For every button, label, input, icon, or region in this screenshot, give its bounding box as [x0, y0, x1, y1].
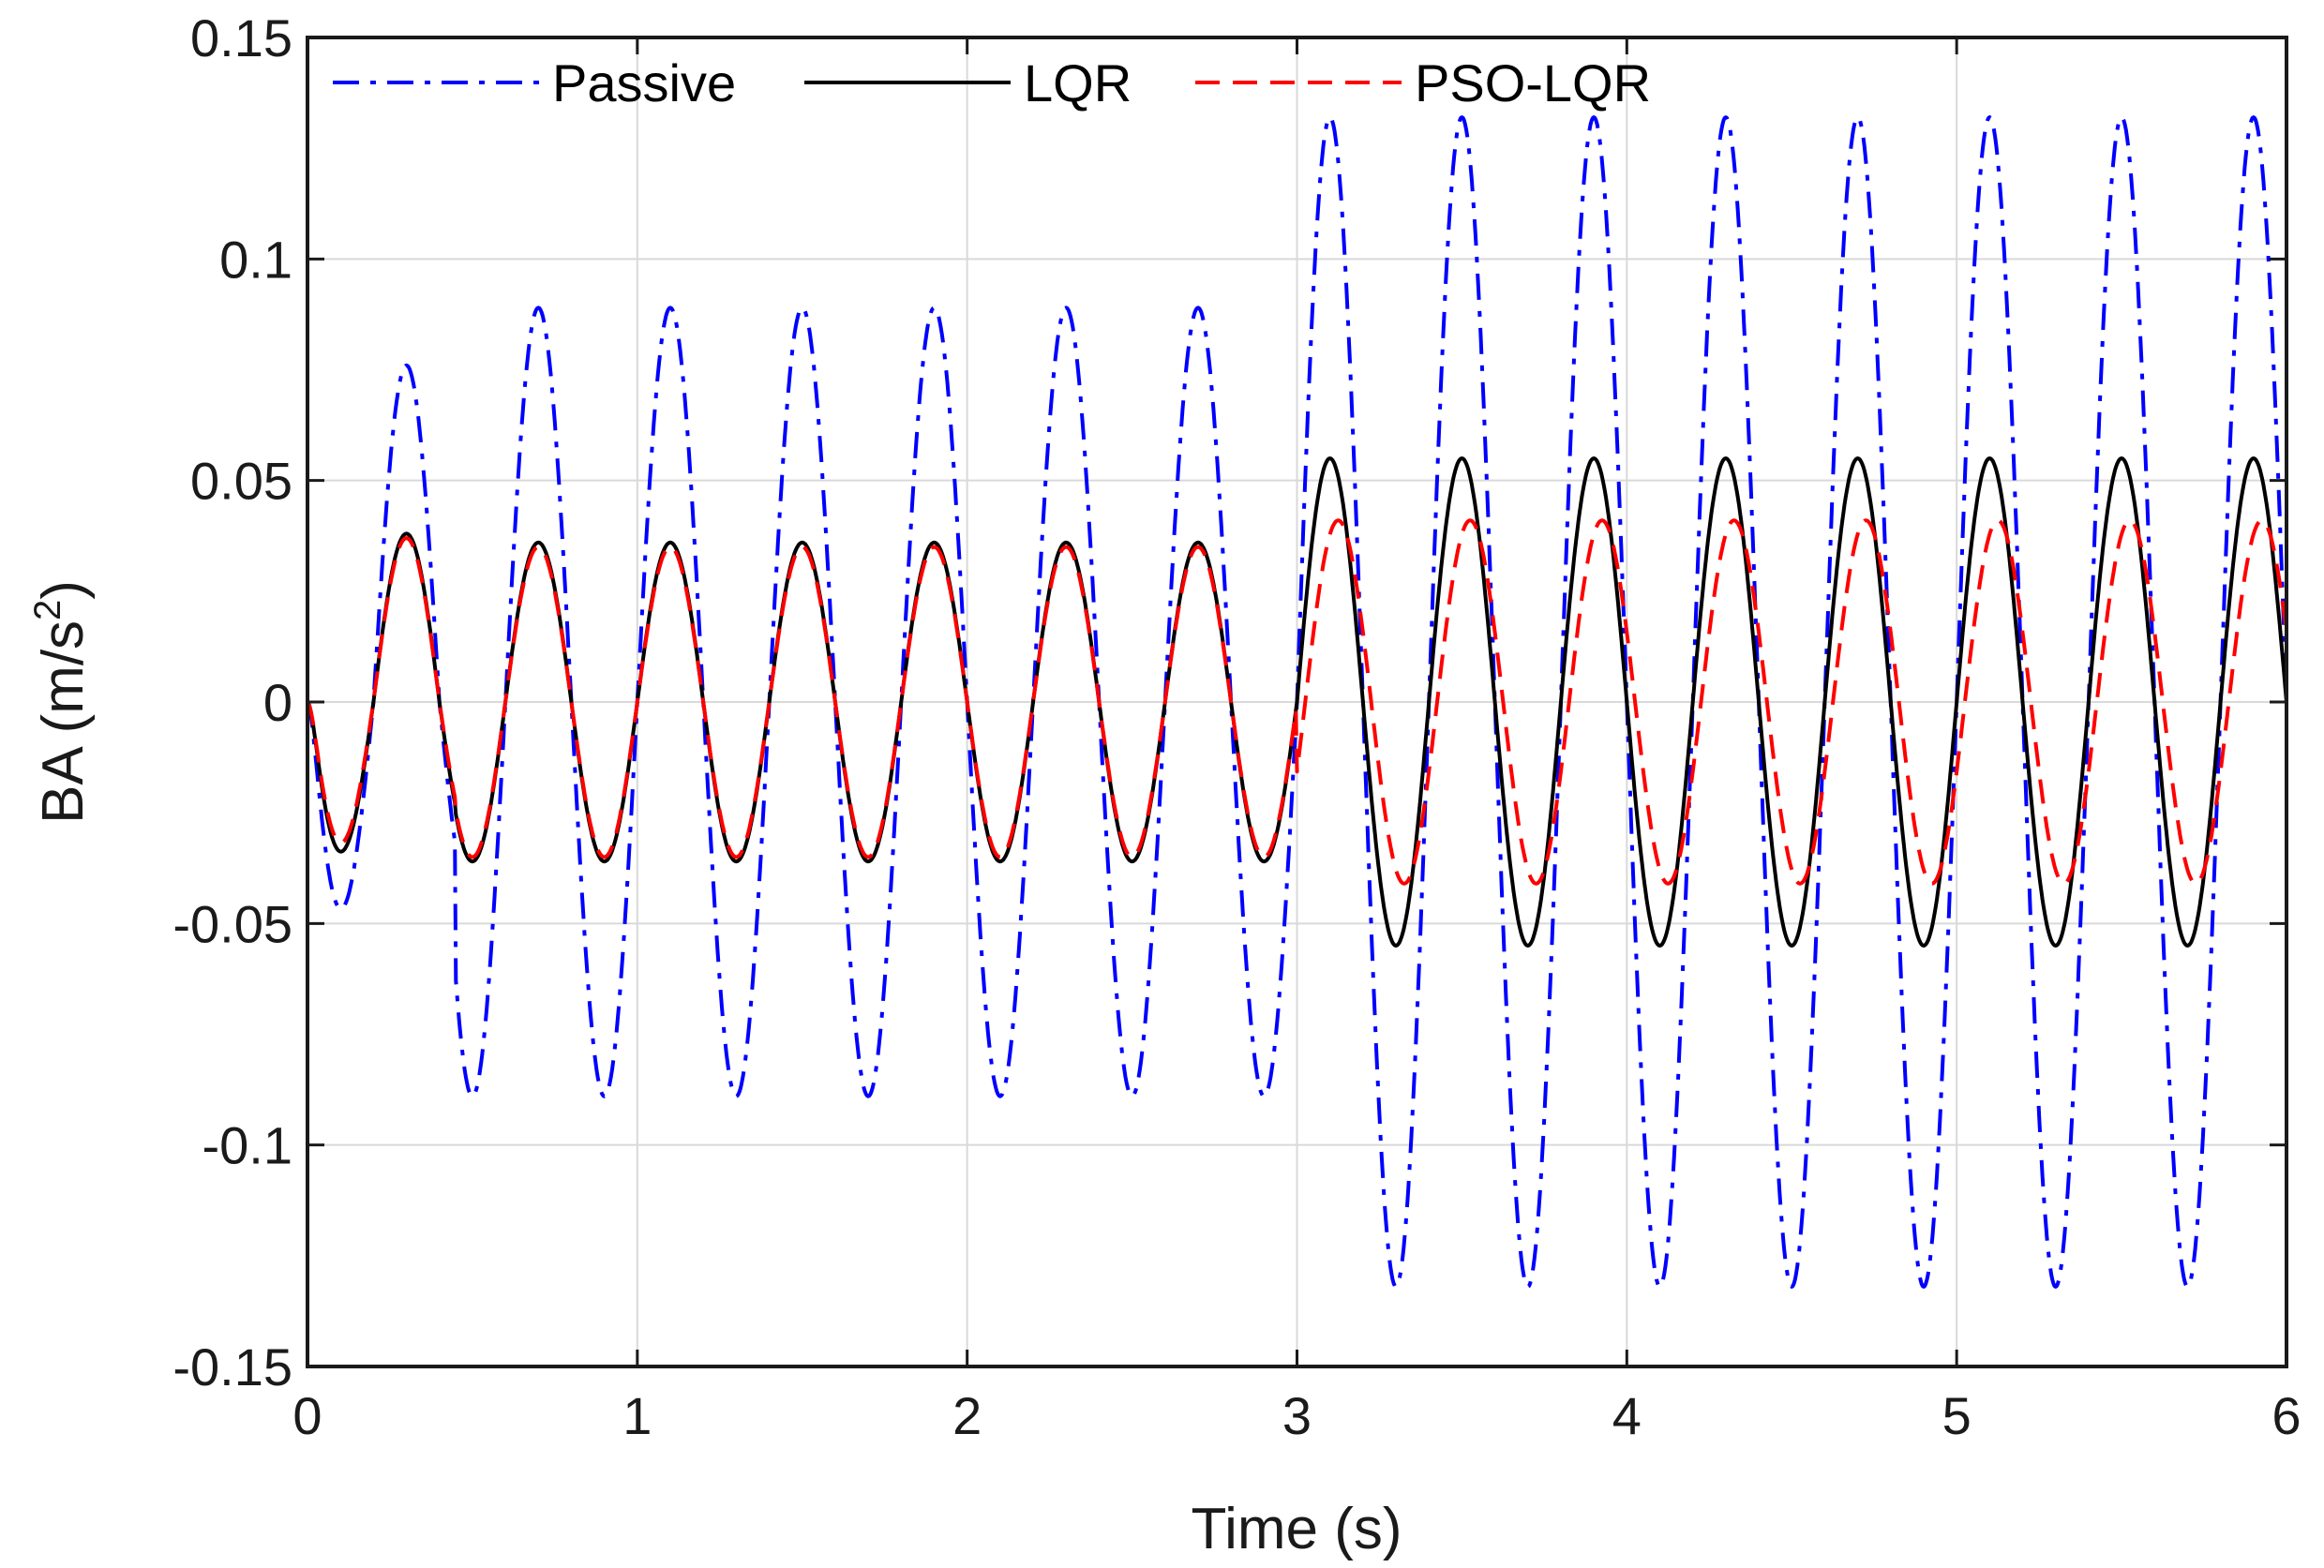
y-tick-label: 0.1	[219, 230, 292, 289]
x-tick-label: 6	[2272, 1386, 2301, 1445]
axis-ticks: 0 1 2 3 4 5 6 -0.15 -0.1 -0.05 0 0.05 0.1 0.15	[172, 8, 2301, 1445]
y-tick-label: -0.15	[172, 1337, 292, 1396]
y-tick-label: -0.1	[202, 1116, 293, 1175]
x-tick-label: 0	[292, 1386, 322, 1445]
y-axis-title-close: )	[31, 580, 96, 600]
x-tick-label: 2	[952, 1386, 982, 1445]
y-tick-label: 0.05	[190, 452, 292, 511]
y-tick-label: 0.15	[190, 8, 292, 67]
y-axis-title-main: BA (m/s	[31, 620, 96, 824]
y-axis-title: BA (m/s2)	[27, 580, 96, 824]
y-axis-title-superscript: 2	[27, 600, 68, 620]
x-axis-title: Time (s)	[1192, 1497, 1402, 1561]
y-tick-label: -0.05	[172, 894, 292, 953]
x-tick-label: 3	[1282, 1386, 1312, 1445]
legend-label-lqr: LQR	[1024, 53, 1132, 112]
x-tick-label: 5	[1942, 1386, 1972, 1445]
legend-label-passive: Passive	[552, 53, 736, 112]
legend-label-pso-lqr: PSO-LQR	[1415, 53, 1651, 112]
y-tick-label: 0	[263, 673, 292, 732]
legend: Passive LQR PSO-LQR	[333, 53, 1651, 112]
series-layer	[306, 115, 2288, 1289]
x-tick-label: 1	[622, 1386, 652, 1445]
series-line-pso-lqr	[306, 518, 2288, 886]
x-tick-label: 4	[1612, 1386, 1642, 1445]
